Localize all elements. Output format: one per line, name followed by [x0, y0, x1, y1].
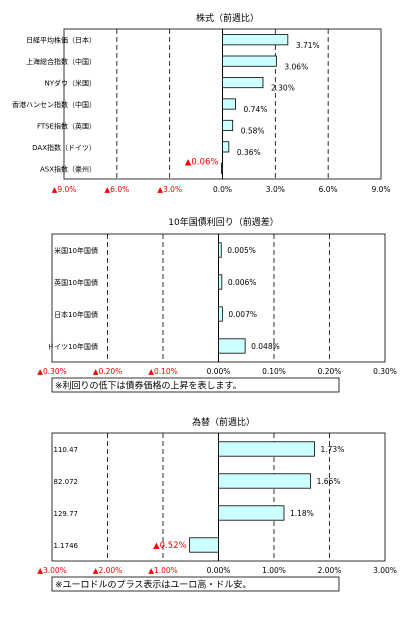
bar — [218, 306, 223, 322]
bar — [222, 119, 234, 131]
category-label: 110.47 — [54, 446, 79, 454]
category-label: ドイツ10年国債 — [47, 342, 98, 351]
x-tick-label: 2.00% — [318, 566, 342, 575]
bar — [218, 473, 312, 489]
category-label: FTSE指数（英国） — [37, 121, 96, 130]
x-tick-label: ▲2.00% — [93, 566, 123, 575]
category-label: 日本10年国債 — [54, 310, 98, 319]
x-tick-label: 3.0% — [266, 185, 285, 194]
note-text: ※利回りの低下は債券価格の上昇を表します。 — [55, 380, 242, 392]
data-label: 3.71% — [296, 41, 320, 50]
data-label: 1.18% — [290, 509, 314, 518]
note-text: ※ユーロドルのプラス表示はユーロ高・ドル安。 — [55, 579, 251, 591]
x-tick-label: ▲0.30% — [37, 367, 67, 376]
data-label: 0.74% — [244, 105, 268, 114]
chart-2: 10年国債利回り（前週差） ▲0.30% ▲0.20% ▲0.10% 0.00% 0.10… — [37, 216, 397, 393]
category-label: 日経平均株価（日本） — [26, 36, 96, 45]
x-tick-label: ▲3.0% — [157, 185, 182, 194]
x-tick-label: 6.0% — [319, 185, 338, 194]
chart-title: 株式（前週比） — [196, 12, 259, 24]
x-tick-label: 0.00% — [207, 566, 231, 575]
x-tick-label: 0.10% — [262, 367, 286, 376]
category-label: NYダウ（米国） — [44, 79, 96, 88]
category-label: 1.1746 — [54, 542, 79, 550]
category-label: 香港ハンセン指数（中国） — [12, 100, 96, 109]
chart-title: 10年国債利回り（前週差） — [168, 216, 278, 228]
category-label: 米国10年国債 — [54, 246, 98, 255]
chart-note: ※利回りの低下は債券価格の上昇を表します。 — [51, 377, 340, 393]
category-label: ASX指数（豪州） — [40, 164, 96, 173]
x-tick-label: 0.0% — [213, 185, 232, 194]
bar — [222, 34, 289, 46]
bar — [218, 274, 223, 290]
x-tick-label: ▲9.0% — [52, 185, 77, 194]
bar — [221, 162, 223, 174]
bar — [222, 141, 230, 153]
x-tick-label: ▲6.0% — [104, 185, 129, 194]
note-box — [51, 377, 340, 393]
x-tick-label: ▲1.00% — [148, 566, 178, 575]
category-label: 英国10年国債 — [54, 278, 98, 287]
data-label: 0.005% — [227, 246, 256, 255]
x-tick-label: 9.0% — [371, 185, 390, 194]
bar — [218, 242, 222, 258]
data-label: 0.36% — [237, 148, 261, 157]
bar — [222, 77, 264, 89]
data-label: 1.73% — [321, 445, 345, 454]
data-label: 1.66% — [317, 477, 341, 486]
chart-note: ※ユーロドルのプラス表示はユーロ高・ドル安。 — [51, 576, 340, 592]
x-tick-label: 0.00% — [207, 367, 231, 376]
x-tick-label: ▲3.00% — [37, 566, 67, 575]
note-box — [51, 576, 340, 592]
category-label: 82.072 — [54, 478, 79, 486]
bar — [222, 98, 236, 110]
data-label-negative: ▲0.52% — [153, 541, 187, 551]
data-label: 3.06% — [284, 62, 308, 71]
x-tick-label: 0.30% — [373, 367, 397, 376]
chart-3: 為替（前週比） ▲3.00% ▲2.00% ▲1.00% 0.00% 1.00% 2.00%… — [37, 416, 397, 592]
x-tick-label: 0.20% — [318, 367, 342, 376]
data-label: 0.048% — [251, 342, 280, 351]
category-label: DAX指数（ドイツ） — [32, 143, 96, 152]
bar — [218, 338, 246, 354]
x-tick-label: ▲0.10% — [148, 367, 178, 376]
category-label: 129.77 — [54, 510, 79, 518]
bar — [218, 505, 285, 521]
chart-1: 株式（前週比） ▲9.0% ▲6.0% ▲3.0% 0.0% 3.0% 6.0% 9.0% 日経… — [12, 12, 391, 194]
x-tick-label: 1.00% — [262, 566, 286, 575]
data-label: 2.30% — [271, 84, 295, 93]
bar — [189, 537, 219, 553]
data-label-negative: ▲0.06% — [185, 157, 219, 167]
chart-title: 為替（前週比） — [192, 416, 255, 428]
x-tick-label: 3.00% — [373, 566, 397, 575]
data-label: 0.58% — [241, 127, 265, 136]
bar — [218, 441, 315, 457]
bar — [222, 55, 277, 67]
x-tick-label: ▲0.20% — [93, 367, 123, 376]
data-label: 0.006% — [228, 278, 257, 287]
category-label: 上海総合指数（中国） — [26, 57, 96, 66]
data-label: 0.007% — [228, 310, 257, 319]
